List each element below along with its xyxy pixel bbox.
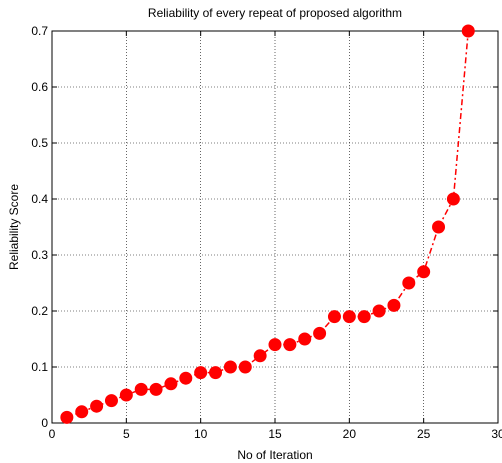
data-point [60, 410, 74, 424]
data-point [223, 360, 237, 374]
data-point [90, 399, 104, 413]
data-point [313, 326, 327, 340]
x-tick-label: 30 [491, 427, 502, 441]
data-series [60, 24, 475, 424]
y-tick-label: 0.2 [31, 304, 48, 318]
data-point [134, 382, 148, 396]
x-tick-label: 5 [123, 427, 130, 441]
data-point [327, 310, 341, 324]
data-point [104, 394, 118, 408]
x-tick-label: 15 [268, 427, 282, 441]
x-tick-label: 25 [417, 427, 431, 441]
data-point [194, 366, 208, 380]
data-point [387, 298, 401, 312]
data-point [432, 220, 446, 234]
x-tick-label: 20 [343, 427, 357, 441]
data-point [283, 338, 297, 352]
data-point [298, 332, 312, 346]
x-tick-label: 10 [194, 427, 208, 441]
chart-title: Reliability of every repeat of proposed … [148, 6, 402, 20]
data-point [238, 360, 252, 374]
data-point [357, 310, 371, 324]
x-tick-label: 0 [49, 427, 56, 441]
axis-ticks: 0 5 10 15 20 25 30 0 0.1 0.2 0.3 0.4 0.5 0.6 0.7 [31, 24, 502, 441]
y-axis-title: Reliability Score [7, 184, 21, 270]
data-point [268, 338, 282, 352]
data-point [75, 405, 89, 419]
data-point [253, 349, 267, 363]
data-point [209, 366, 223, 380]
y-tick-label: 0.4 [31, 192, 48, 206]
y-tick-label: 0.3 [31, 248, 48, 262]
data-point [179, 371, 193, 385]
y-tick-label: 0.6 [31, 80, 48, 94]
y-tick-label: 0.7 [31, 24, 48, 38]
data-point [342, 310, 356, 324]
data-point [164, 377, 178, 391]
y-tick-label: 0.5 [31, 136, 48, 150]
data-point [119, 388, 133, 402]
y-tick-label: 0 [41, 416, 48, 430]
data-point [417, 265, 431, 279]
data-point [461, 24, 475, 38]
data-point [372, 304, 386, 318]
x-axis-title: No of Iteration [237, 448, 312, 462]
y-tick-label: 0.1 [31, 360, 48, 374]
data-point [446, 192, 460, 206]
grid-lines [52, 31, 498, 423]
data-point [402, 276, 416, 290]
series-line [66, 30, 470, 419]
data-point [149, 382, 163, 396]
